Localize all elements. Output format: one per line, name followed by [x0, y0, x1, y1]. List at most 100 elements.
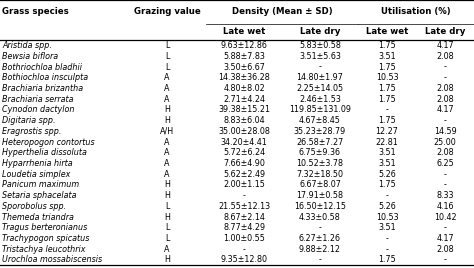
Text: 2.71±4.24: 2.71±4.24: [223, 95, 265, 104]
Text: 6.27±1.26: 6.27±1.26: [299, 234, 341, 243]
Text: 25.00: 25.00: [434, 137, 456, 147]
Text: 1.75: 1.75: [378, 255, 396, 265]
Text: Late dry: Late dry: [300, 27, 340, 36]
Text: 1.75: 1.75: [378, 41, 396, 50]
Text: 5.62±2.49: 5.62±2.49: [223, 170, 265, 179]
Text: -: -: [444, 223, 447, 232]
Text: A: A: [164, 170, 170, 179]
Text: Cynodon dactylon: Cynodon dactylon: [2, 105, 75, 114]
Text: 2.46±1.53: 2.46±1.53: [299, 95, 341, 104]
Text: 1.75: 1.75: [378, 84, 396, 93]
Text: Themeda triandra: Themeda triandra: [2, 213, 74, 222]
Text: H: H: [164, 180, 170, 189]
Text: L: L: [165, 234, 169, 243]
Text: Late dry: Late dry: [425, 27, 465, 36]
Text: -: -: [444, 73, 447, 82]
Text: L: L: [165, 202, 169, 211]
Text: 4.17: 4.17: [436, 234, 454, 243]
Text: L: L: [165, 223, 169, 232]
Text: 4.17: 4.17: [436, 41, 454, 50]
Text: 6.25: 6.25: [436, 159, 454, 168]
Text: Brachiaria brizantha: Brachiaria brizantha: [2, 84, 83, 93]
Text: Eragrostis spp.: Eragrostis spp.: [2, 127, 62, 136]
Text: 1.75: 1.75: [378, 95, 396, 104]
Text: Loudetia simplex: Loudetia simplex: [2, 170, 71, 179]
Text: H: H: [164, 116, 170, 125]
Text: 7.32±18.50: 7.32±18.50: [296, 170, 344, 179]
Text: 1.75: 1.75: [378, 116, 396, 125]
Text: 2.08: 2.08: [436, 95, 454, 104]
Text: 2.00±1.15: 2.00±1.15: [223, 180, 265, 189]
Text: -: -: [319, 255, 321, 265]
Text: 17.91±0.58: 17.91±0.58: [296, 191, 344, 200]
Text: 8.33: 8.33: [437, 191, 454, 200]
Text: 4.16: 4.16: [437, 202, 454, 211]
Text: Grazing value: Grazing value: [134, 7, 201, 16]
Text: A: A: [164, 148, 170, 157]
Text: 34.20±4.41: 34.20±4.41: [221, 137, 267, 147]
Text: 35.00±28.08: 35.00±28.08: [218, 127, 270, 136]
Text: 16.50±12.15: 16.50±12.15: [294, 202, 346, 211]
Text: Bewsia biflora: Bewsia biflora: [2, 52, 58, 61]
Text: 119.85±131.09: 119.85±131.09: [289, 105, 351, 114]
Text: Grass species: Grass species: [2, 7, 69, 16]
Text: H: H: [164, 191, 170, 200]
Text: -: -: [444, 116, 447, 125]
Text: 2.08: 2.08: [436, 52, 454, 61]
Text: Urochloa mossabiscensis: Urochloa mossabiscensis: [2, 255, 102, 265]
Text: L: L: [165, 41, 169, 50]
Text: Aristida spp.: Aristida spp.: [2, 41, 52, 50]
Text: -: -: [385, 234, 389, 243]
Text: 3.51: 3.51: [378, 223, 396, 232]
Text: Hyperthelia dissoluta: Hyperthelia dissoluta: [2, 148, 87, 157]
Text: A: A: [164, 159, 170, 168]
Text: -: -: [319, 223, 321, 232]
Text: 9.35±12.80: 9.35±12.80: [220, 255, 268, 265]
Text: 39.38±15.21: 39.38±15.21: [218, 105, 270, 114]
Text: 8.77±4.29: 8.77±4.29: [223, 223, 265, 232]
Text: 14.80±1.97: 14.80±1.97: [297, 73, 343, 82]
Text: A/H: A/H: [160, 127, 174, 136]
Text: Bothriochloa bladhii: Bothriochloa bladhii: [2, 62, 82, 72]
Text: Tristachya leucothrix: Tristachya leucothrix: [2, 245, 86, 254]
Text: A: A: [164, 245, 170, 254]
Text: 6.75±9.36: 6.75±9.36: [299, 148, 341, 157]
Text: H: H: [164, 255, 170, 265]
Text: 5.26: 5.26: [378, 170, 396, 179]
Text: 8.67±2.14: 8.67±2.14: [223, 213, 265, 222]
Text: -: -: [243, 191, 246, 200]
Text: 10.53: 10.53: [376, 213, 398, 222]
Text: -: -: [444, 170, 447, 179]
Text: 5.26: 5.26: [378, 202, 396, 211]
Text: Brachiaria serrata: Brachiaria serrata: [2, 95, 74, 104]
Text: 2.08: 2.08: [436, 245, 454, 254]
Text: A: A: [164, 73, 170, 82]
Text: 3.51: 3.51: [378, 159, 396, 168]
Text: Late wet: Late wet: [366, 27, 408, 36]
Text: -: -: [444, 180, 447, 189]
Text: 12.27: 12.27: [375, 127, 399, 136]
Text: Heteropogon contortus: Heteropogon contortus: [2, 137, 95, 147]
Text: 10.53: 10.53: [376, 73, 398, 82]
Text: 26.58±7.27: 26.58±7.27: [296, 137, 344, 147]
Text: Panicum maximum: Panicum maximum: [2, 180, 80, 189]
Text: 4.33±0.58: 4.33±0.58: [299, 213, 341, 222]
Text: 4.80±8.02: 4.80±8.02: [223, 84, 265, 93]
Text: 22.81: 22.81: [376, 137, 398, 147]
Text: 9.88±2.12: 9.88±2.12: [299, 245, 341, 254]
Text: 3.51: 3.51: [378, 148, 396, 157]
Text: 4.17: 4.17: [436, 105, 454, 114]
Text: Hyparrhenia hirta: Hyparrhenia hirta: [2, 159, 73, 168]
Text: -: -: [385, 105, 389, 114]
Text: 5.83±0.58: 5.83±0.58: [299, 41, 341, 50]
Text: H: H: [164, 105, 170, 114]
Text: A: A: [164, 95, 170, 104]
Text: Setaria sphacelata: Setaria sphacelata: [2, 191, 77, 200]
Text: 10.52±3.78: 10.52±3.78: [296, 159, 344, 168]
Text: 1.00±0.55: 1.00±0.55: [223, 234, 265, 243]
Text: 7.66±4.90: 7.66±4.90: [223, 159, 265, 168]
Text: 3.50±6.67: 3.50±6.67: [223, 62, 265, 72]
Text: 35.23±28.79: 35.23±28.79: [294, 127, 346, 136]
Text: 6.67±8.07: 6.67±8.07: [299, 180, 341, 189]
Text: -: -: [444, 255, 447, 265]
